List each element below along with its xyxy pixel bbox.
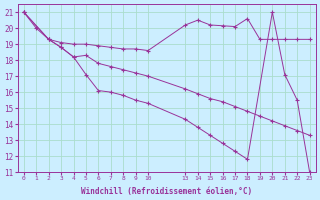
X-axis label: Windchill (Refroidissement éolien,°C): Windchill (Refroidissement éolien,°C) bbox=[81, 187, 252, 196]
